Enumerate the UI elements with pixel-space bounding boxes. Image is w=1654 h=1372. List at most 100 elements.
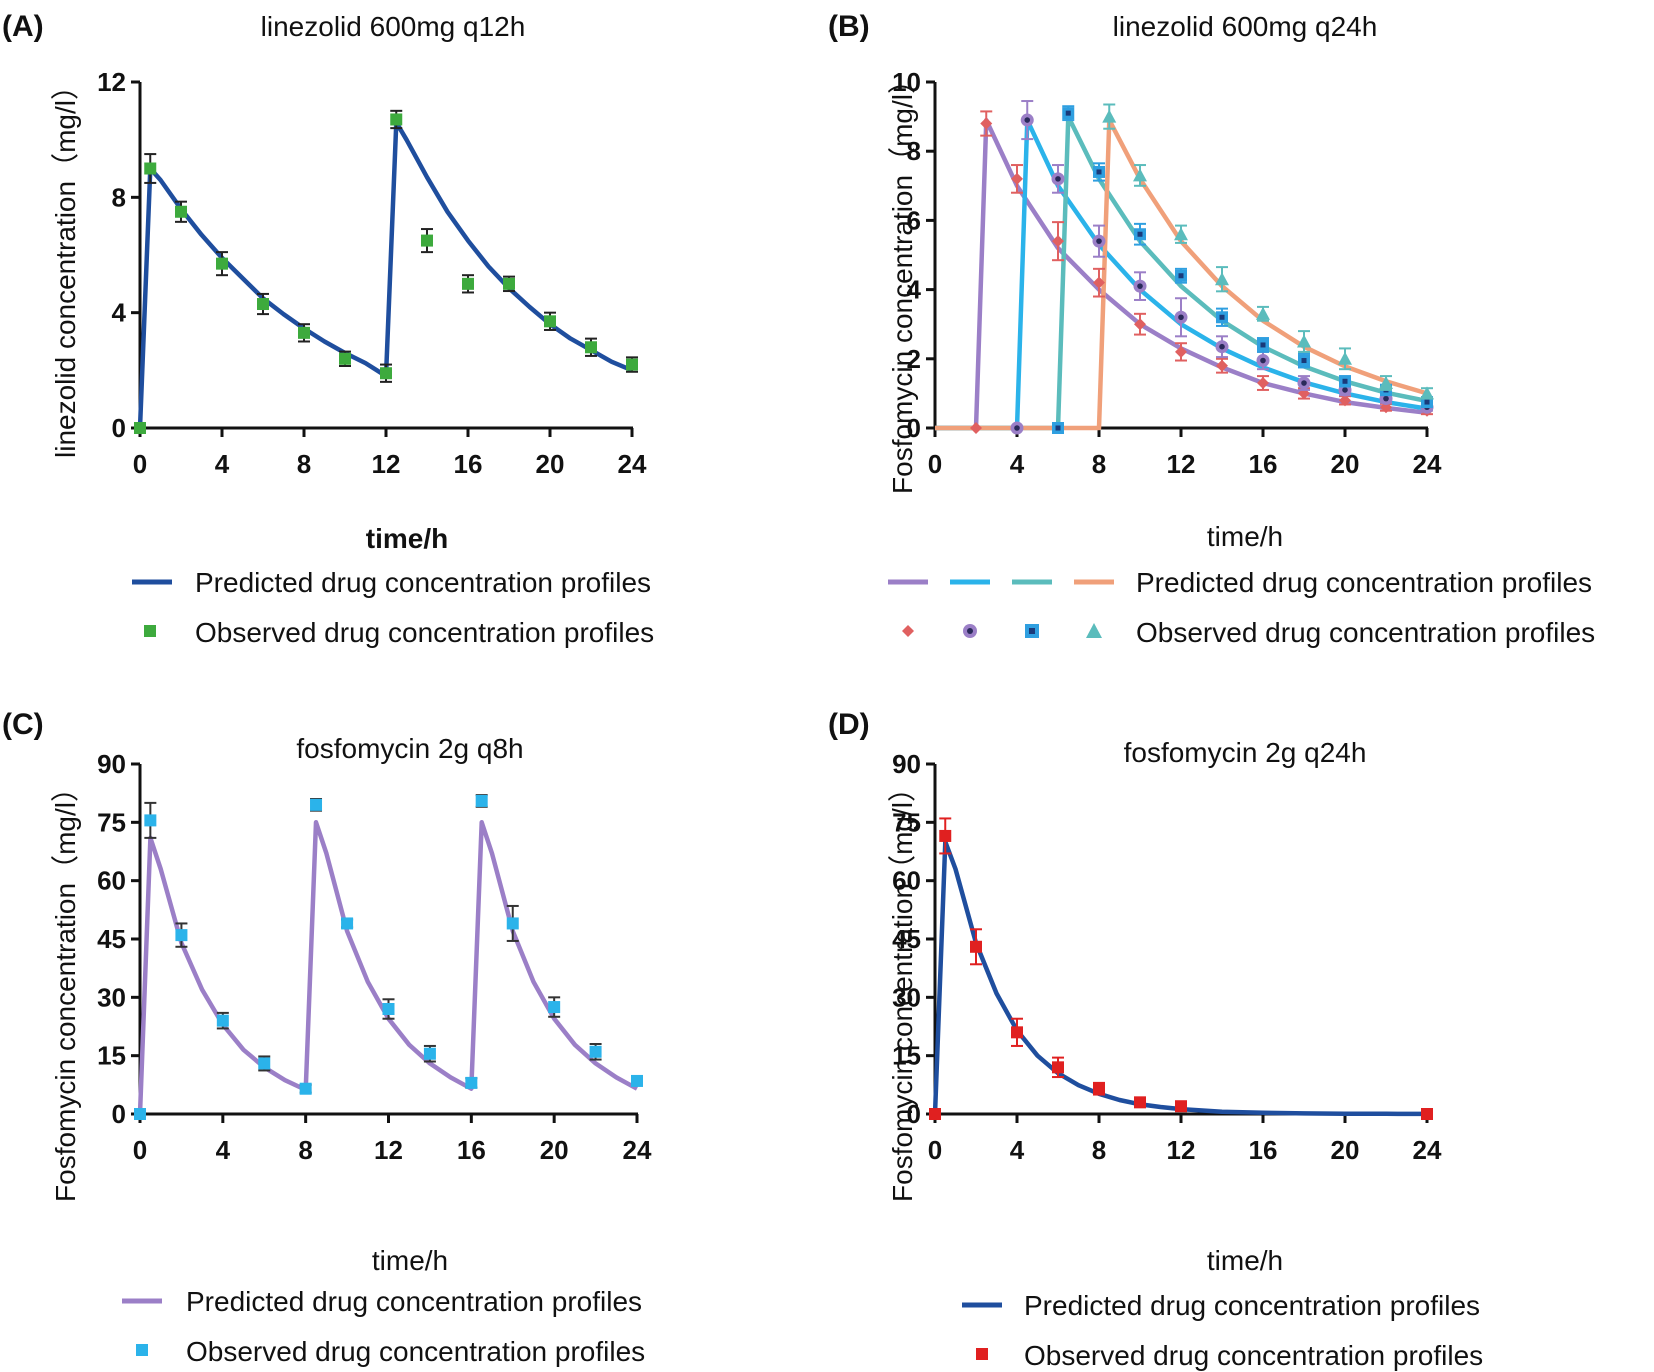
panel-d-observed-point	[1011, 1026, 1023, 1039]
panel-a-y-tick-label: 4	[112, 298, 127, 328]
panel-b-observed-point	[1256, 306, 1270, 320]
panel-b-x-tick-label: 8	[1092, 449, 1106, 479]
panel-b-observed-point-center	[1424, 399, 1430, 405]
panel-b-x-tick-label: 12	[1167, 449, 1196, 479]
panel-d-x-tick-label: 24	[1413, 1135, 1442, 1165]
panel-c-observed-point	[548, 1001, 561, 1014]
panel-c-observed-point	[465, 1076, 478, 1089]
panel-c-ylabel: Fosfomycin concentration（mg/l）	[50, 774, 81, 1202]
panel-c-observed-point	[299, 1082, 312, 1095]
panel-d-observed-point	[1052, 1061, 1064, 1074]
panel-a-observed-point	[544, 315, 556, 328]
panel-d-x-tick-label: 4	[1010, 1135, 1025, 1165]
panel-c-y-tick-label: 45	[97, 924, 126, 954]
panel-a-observed-point	[298, 326, 310, 339]
panel-d-y-tick-label: 15	[892, 1041, 921, 1071]
panel-d-x-tick-label: 0	[928, 1135, 942, 1165]
panel-d-legend: Predicted drug concentration profiles Ob…	[962, 1290, 1483, 1371]
panel-b-observed-point	[1011, 172, 1023, 185]
panel-c-observed-point	[134, 1108, 146, 1120]
panel-c-x-tick-label: 0	[133, 1135, 147, 1165]
panel-a-observed-point	[339, 352, 351, 365]
panel-a-observed-point	[175, 205, 187, 218]
panel-d-observed-point	[1175, 1100, 1187, 1113]
panel-b-observed-point	[1093, 276, 1105, 289]
panel-b-legend-predicted: Predicted drug concentration profiles	[1136, 567, 1592, 598]
panel-b-observed-point-center	[1137, 283, 1143, 289]
panel-c-legend-predicted: Predicted drug concentration profiles	[186, 1286, 642, 1317]
panel-b-y-tick-label: 6	[907, 205, 921, 235]
panel-a-legend-observed: Observed drug concentration profiles	[195, 617, 654, 648]
panel-a-ylabel: linezolid concentration（mg/l）	[50, 72, 81, 458]
panel-d-legend-observed: Observed drug concentration profiles	[1024, 1340, 1483, 1371]
panel-a-x-tick-label: 20	[536, 449, 565, 479]
panel-b-observed-point-center	[1383, 395, 1389, 402]
panel-b-observed-point-center	[1065, 110, 1071, 116]
panel-b-legend-marker-3-dot	[1029, 628, 1035, 634]
panel-c-xlabel: time/h	[372, 1245, 448, 1276]
panel-b-y-tick-label: 4	[907, 275, 922, 305]
panel-d-observed-point	[939, 829, 952, 842]
panel-d-y-tick-label: 45	[892, 924, 921, 954]
panel-c-legend: Predicted drug concentration profiles Ob…	[122, 1286, 645, 1367]
panel-c-observed-point	[506, 917, 519, 930]
panel-b-observed-point-center	[1219, 343, 1225, 350]
panel-b-x-tick-label: 16	[1249, 449, 1278, 479]
panel-a-observed-point	[144, 162, 157, 175]
panel-b-legend-marker-4	[1086, 623, 1102, 638]
panel-b-observed-point	[1420, 386, 1434, 400]
panel-a-observed-point	[585, 341, 597, 354]
panel-d-x-tick-label: 16	[1249, 1135, 1278, 1165]
panel-b-predicted-line-2	[935, 114, 1428, 431]
panel-c-y-tick-label: 75	[97, 807, 126, 837]
panel-a-observed-point	[216, 257, 228, 270]
panel-d-label: (D)	[828, 708, 870, 741]
panel-c-observed-point	[423, 1047, 436, 1060]
panel-d-legend-predicted: Predicted drug concentration profiles	[1024, 1290, 1480, 1321]
panel-c-observed-point	[144, 814, 157, 827]
panel-b-observed-point-center	[1024, 117, 1031, 123]
panel-a-observed-point	[421, 234, 433, 247]
panel-b-observed-point-center	[1137, 231, 1143, 237]
panel-d-x-tick-label: 20	[1331, 1135, 1360, 1165]
panel-a-legend-predicted: Predicted drug concentration profiles	[195, 567, 651, 598]
panel-d-observed-point	[1421, 1108, 1433, 1120]
panel-c-observed-point	[258, 1057, 271, 1070]
panel-c-y-tick-label: 15	[97, 1041, 126, 1071]
panel-c-observed-point	[341, 917, 354, 930]
panel-b-observed-point	[1175, 345, 1187, 358]
panel-d: (D) fosfomycin 2g q24h Fosfomycin concen…	[828, 708, 1483, 1371]
panel-a-observed-point	[626, 358, 638, 371]
panel-b-observed-point-center	[1055, 176, 1061, 182]
panel-c-legend-marker	[136, 1344, 148, 1356]
panel-b-observed-point-center	[1055, 425, 1061, 431]
panel-b-legend-marker-1	[902, 625, 914, 637]
panel-b-x-tick-label: 0	[928, 449, 942, 479]
panel-a-observed-point	[134, 422, 146, 434]
panel-b-legend: Predicted drug concentration profiles Ob…	[888, 567, 1595, 648]
panel-a-x-tick-label: 4	[215, 449, 230, 479]
panel-b-y-tick-label: 10	[892, 67, 921, 97]
panel-b-label: (B)	[828, 10, 870, 43]
panel-c-observed-point	[382, 1003, 395, 1015]
panel-b-observed-point	[1216, 359, 1228, 372]
panel-b-observed-point-center	[1014, 425, 1020, 431]
panel-b-observed-point-center	[1096, 169, 1102, 175]
panel-a-legend: Predicted drug concentration profiles Ob…	[132, 567, 654, 648]
panel-a-x-tick-label: 16	[454, 449, 483, 479]
panel-c-label: (C)	[2, 708, 44, 741]
panel-d-x-tick-label: 12	[1167, 1135, 1196, 1165]
panel-c-observed-point	[216, 1014, 229, 1027]
panel-a-observed-point	[503, 277, 515, 290]
panel-b-observed-point	[1215, 272, 1229, 286]
panel-b-observed-point-center	[1342, 387, 1348, 393]
panel-a-x-tick-label: 0	[133, 449, 147, 479]
panel-b-x-tick-label: 20	[1331, 449, 1360, 479]
panel-b-y-tick-label: 0	[907, 413, 921, 443]
panel-c: (C) fosfomycin 2g q8h Fosfomycin concent…	[2, 708, 652, 1367]
panel-c-title: fosfomycin 2g q8h	[296, 733, 523, 764]
panel-d-title: fosfomycin 2g q24h	[1124, 737, 1367, 768]
panel-b-observed-point	[970, 422, 982, 434]
panel-d-legend-marker	[976, 1348, 988, 1360]
panel-b-xlabel: time/h	[1207, 521, 1283, 552]
